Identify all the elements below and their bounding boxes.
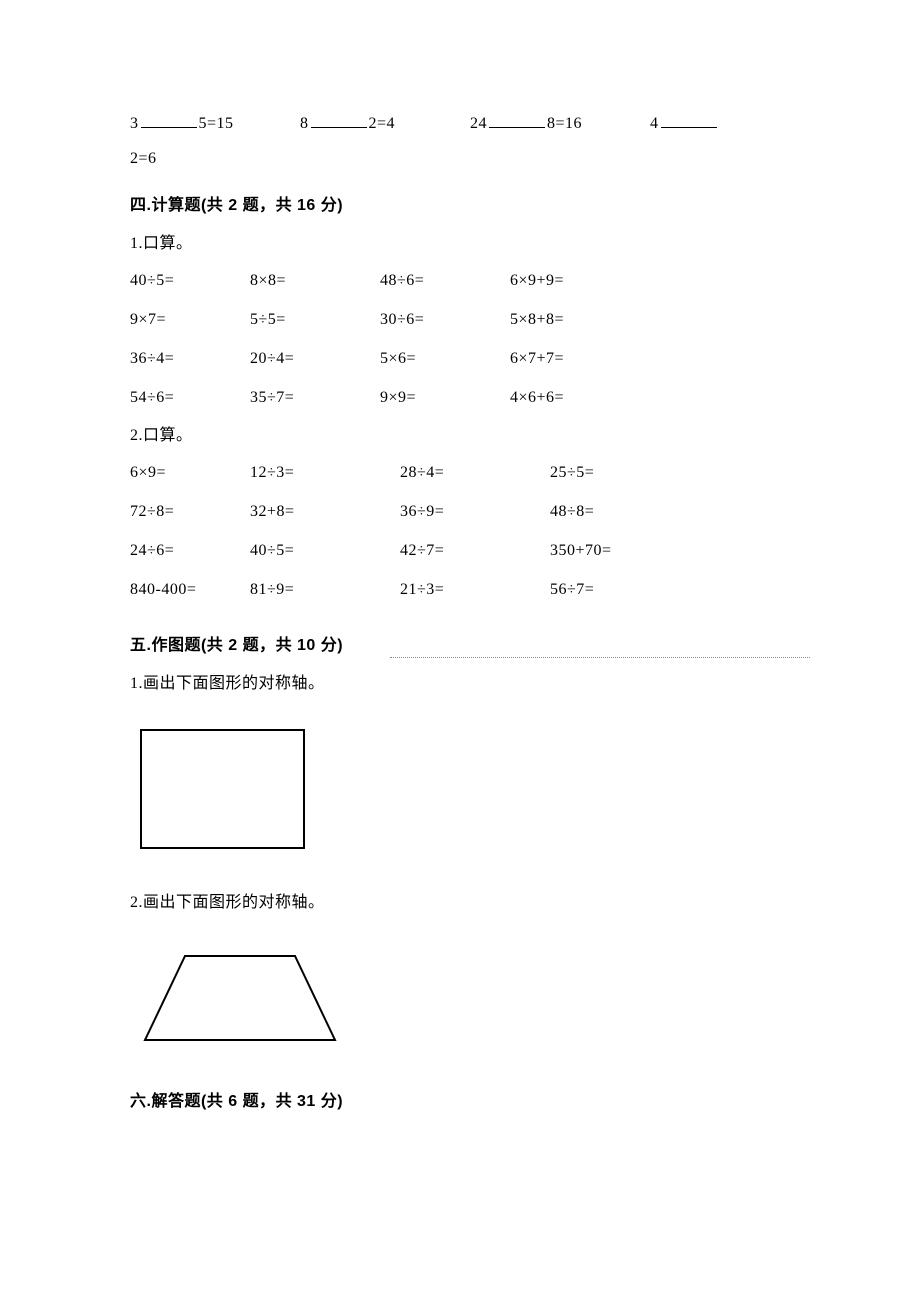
section-6-heading: 六.解答题(共 6 题，共 31 分)	[130, 1088, 820, 1117]
calc-cell: 9×7=	[130, 306, 250, 335]
section-4-q1-grid: 40÷5=8×8=48÷6=6×9+9=9×7=5÷5=30÷6=5×8+8=3…	[130, 267, 820, 412]
calc-cell: 36÷9=	[400, 498, 550, 527]
eq-post: 2=4	[369, 115, 396, 132]
calc-row: 36÷4=20÷4=5×6=6×7+7=	[130, 345, 820, 374]
section-4-q2-label: 2.口算。	[130, 422, 820, 451]
blank-field[interactable]	[661, 111, 717, 128]
calc-cell: 40÷5=	[250, 537, 400, 566]
calc-row: 54÷6=35÷7=9×9=4×6+6=	[130, 384, 820, 413]
eq-post: 5=15	[199, 115, 234, 132]
eq-pre: 3	[130, 115, 139, 132]
calc-cell: 42÷7=	[400, 537, 550, 566]
top-equation-item: 3 5=15	[130, 110, 300, 139]
calc-cell: 24÷6=	[130, 537, 250, 566]
eq-post: 8=16	[547, 115, 582, 132]
calc-cell: 48÷6=	[380, 267, 510, 296]
calc-row: 24÷6=40÷5=42÷7=350+70=	[130, 537, 820, 566]
section-5-q1: 1.画出下面图形的对称轴。	[130, 670, 820, 699]
calc-cell: 350+70=	[550, 537, 612, 566]
calc-cell: 6×9=	[130, 459, 250, 488]
calc-cell: 4×6+6=	[510, 384, 564, 413]
calc-cell: 8×8=	[250, 267, 380, 296]
top-equation-item: 4	[650, 110, 770, 139]
calc-cell: 72÷8=	[130, 498, 250, 527]
calc-row: 72÷8=32+8=36÷9=48÷8=	[130, 498, 820, 527]
calc-cell: 21÷3=	[400, 576, 550, 605]
calc-cell: 12÷3=	[250, 459, 400, 488]
calc-cell: 5÷5=	[250, 306, 380, 335]
calc-cell: 36÷4=	[130, 345, 250, 374]
calc-row: 840-400=81÷9=21÷3=56÷7=	[130, 576, 820, 605]
section-5-heading: 五.作图题(共 2 题，共 10 分)	[130, 632, 343, 661]
calc-cell: 840-400=	[130, 576, 250, 605]
rectangle-shape	[140, 729, 820, 849]
calc-cell: 54÷6=	[130, 384, 250, 413]
calc-cell: 25÷5=	[550, 459, 594, 488]
top-equation-row: 3 5=15 8 2=4 24 8=16 4	[130, 110, 820, 139]
section-4-heading: 四.计算题(共 2 题，共 16 分)	[130, 192, 820, 221]
calc-row: 40÷5=8×8=48÷6=6×9+9=	[130, 267, 820, 296]
section-5-q2: 2.画出下面图形的对称轴。	[130, 889, 820, 918]
calc-cell: 20÷4=	[250, 345, 380, 374]
section-4-q1-label: 1.口算。	[130, 230, 820, 259]
calc-cell: 48÷8=	[550, 498, 594, 527]
top-equation-wrap: 2=6	[130, 145, 820, 174]
eq-pre: 24	[470, 115, 487, 132]
calc-cell: 6×9+9=	[510, 267, 564, 296]
calc-cell: 30÷6=	[380, 306, 510, 335]
top-equation-item: 8 2=4	[300, 110, 470, 139]
calc-cell: 5×6=	[380, 345, 510, 374]
calc-cell: 32+8=	[250, 498, 400, 527]
blank-field[interactable]	[311, 111, 367, 128]
section-4-q2-grid: 6×9=12÷3=28÷4=25÷5=72÷8=32+8=36÷9=48÷8=2…	[130, 459, 820, 604]
top-equation-item: 24 8=16	[470, 110, 650, 139]
calc-cell: 35÷7=	[250, 384, 380, 413]
blank-field[interactable]	[489, 111, 545, 128]
calc-cell: 81÷9=	[250, 576, 400, 605]
calc-cell: 5×8+8=	[510, 306, 564, 335]
calc-cell: 6×7+7=	[510, 345, 564, 374]
calc-cell: 28÷4=	[400, 459, 550, 488]
trapezoid-shape	[140, 948, 820, 1048]
eq-pre: 8	[300, 115, 309, 132]
blank-field[interactable]	[141, 111, 197, 128]
calc-cell: 9×9=	[380, 384, 510, 413]
calc-cell: 40÷5=	[130, 267, 250, 296]
calc-row: 9×7=5÷5=30÷6=5×8+8=	[130, 306, 820, 335]
calc-cell: 56÷7=	[550, 576, 594, 605]
eq-pre: 4	[650, 115, 659, 132]
calc-row: 6×9=12÷3=28÷4=25÷5=	[130, 459, 820, 488]
